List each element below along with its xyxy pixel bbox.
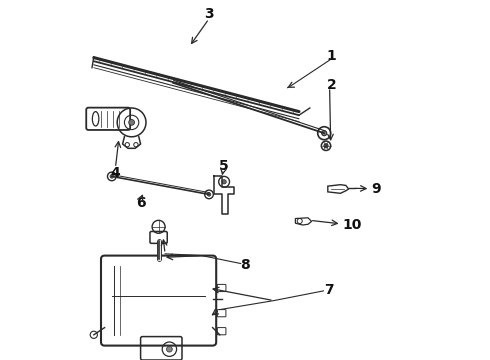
- Circle shape: [222, 180, 226, 184]
- Text: 10: 10: [342, 218, 362, 232]
- Circle shape: [207, 193, 211, 196]
- Circle shape: [129, 120, 134, 125]
- Text: 3: 3: [204, 8, 214, 21]
- Circle shape: [324, 144, 328, 148]
- Text: 8: 8: [240, 258, 250, 271]
- Circle shape: [321, 131, 327, 136]
- Circle shape: [167, 346, 172, 352]
- Circle shape: [110, 175, 114, 178]
- Text: 7: 7: [324, 283, 334, 297]
- Text: 5: 5: [219, 159, 228, 172]
- Text: 1: 1: [326, 49, 336, 63]
- Text: 2: 2: [326, 78, 336, 91]
- Text: 9: 9: [371, 182, 381, 195]
- Text: 6: 6: [136, 197, 146, 210]
- Text: 4: 4: [111, 166, 120, 180]
